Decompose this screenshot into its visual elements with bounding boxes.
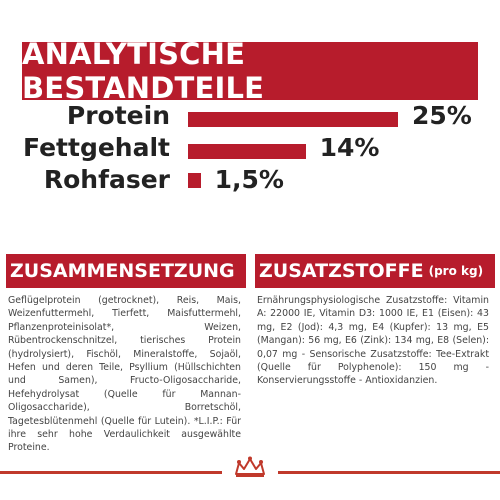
metric-bar <box>188 144 306 159</box>
additives-heading-suffix: (pro kg) <box>428 264 484 278</box>
additives-text: Ernährungsphysiologische Zusatzstoffe: V… <box>257 295 489 387</box>
metric-value: 14% <box>319 133 380 162</box>
composition-text: Geflügelprotein (getrocknet), Reis, Mais… <box>8 295 241 454</box>
composition-heading: ZUSAMMENSETZUNG <box>10 260 235 282</box>
analysis-banner: ANALYTISCHE BESTANDTEILE <box>22 37 478 105</box>
analysis-title: ANALYTISCHE BESTANDTEILE <box>22 37 265 105</box>
additives-heading-bar: ZUSATZSTOFFE (pro kg) <box>255 254 495 288</box>
metric-label: Fettgehalt <box>23 133 170 162</box>
composition-heading-bar: ZUSAMMENSETZUNG <box>6 254 246 288</box>
metric-value: 25% <box>412 101 472 130</box>
footer-line-left <box>0 471 222 474</box>
metric-label: Rohfaser <box>43 165 170 194</box>
metric-label: Protein <box>66 101 170 130</box>
metric-bar <box>188 112 398 127</box>
metric-value: 1,5% <box>214 165 284 194</box>
metric-bar <box>188 173 201 188</box>
additives-heading: ZUSATZSTOFFE <box>259 260 424 282</box>
footer-line-right <box>278 471 500 474</box>
crown-icon <box>235 456 265 477</box>
